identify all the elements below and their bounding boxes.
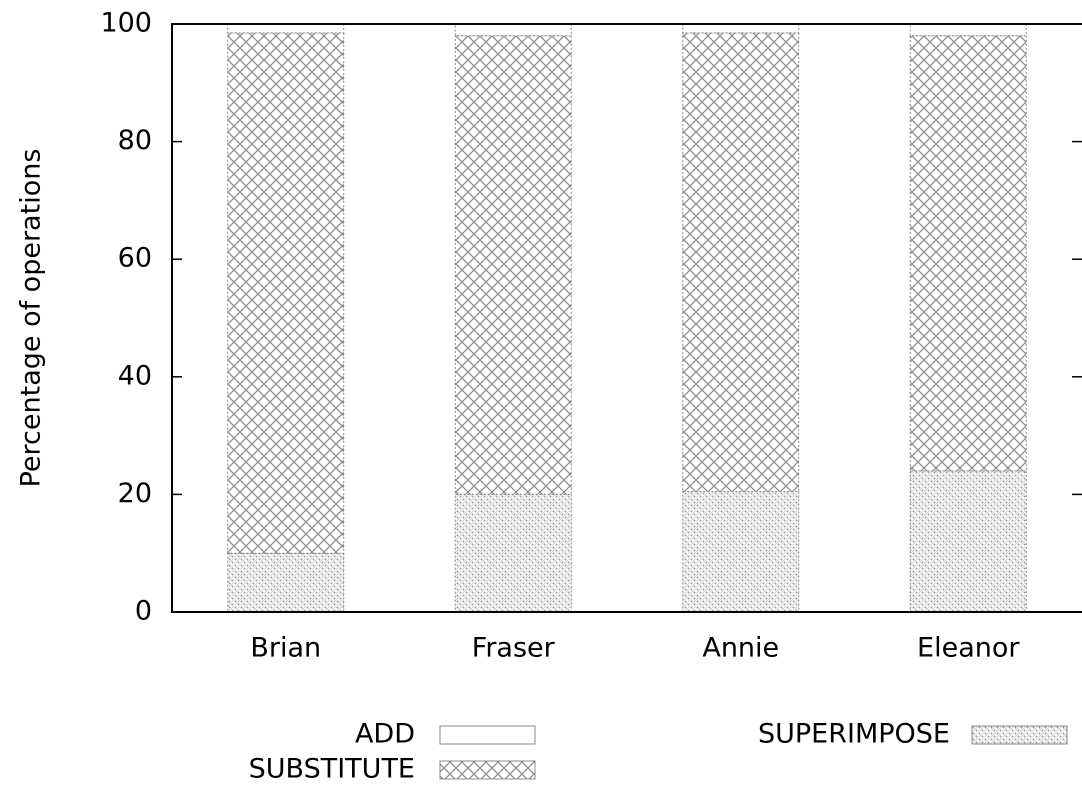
legend-label: ADD [355, 719, 415, 750]
bar-segment [909, 35, 1027, 472]
y-axis-label: Percentage of operations [16, 149, 47, 488]
legend-swatch [971, 725, 1068, 745]
y-tick-label: 100 [100, 8, 152, 39]
y-tick-label: 80 [118, 125, 152, 156]
bar-segment [682, 32, 800, 492]
bar-segment [909, 470, 1027, 613]
x-tick-label: Fraser [472, 633, 556, 664]
axes-frame [171, 23, 1082, 613]
y-tick-label: 0 [135, 596, 152, 627]
x-tick-label: Brian [250, 633, 321, 664]
bar-segment [454, 493, 572, 613]
x-tick-label: Eleanor [917, 633, 1020, 664]
legend-label: SUPERIMPOSE [758, 719, 950, 750]
legend-swatch [439, 725, 536, 745]
bar-segment [454, 35, 572, 495]
legend-swatch [439, 760, 536, 780]
y-tick-label: 20 [118, 478, 152, 509]
bar-segment [227, 552, 345, 613]
legend-label: SUBSTITUTE [249, 754, 415, 785]
y-tick-label: 40 [118, 360, 152, 391]
bar-segment [909, 23, 1027, 37]
bar-segment [682, 23, 800, 34]
bar-segment [682, 490, 800, 613]
bar-segment [454, 23, 572, 37]
bar-segment [227, 32, 345, 554]
x-tick-label: Annie [702, 633, 779, 664]
bar-segment [227, 23, 345, 34]
y-tick-label: 60 [118, 243, 152, 274]
